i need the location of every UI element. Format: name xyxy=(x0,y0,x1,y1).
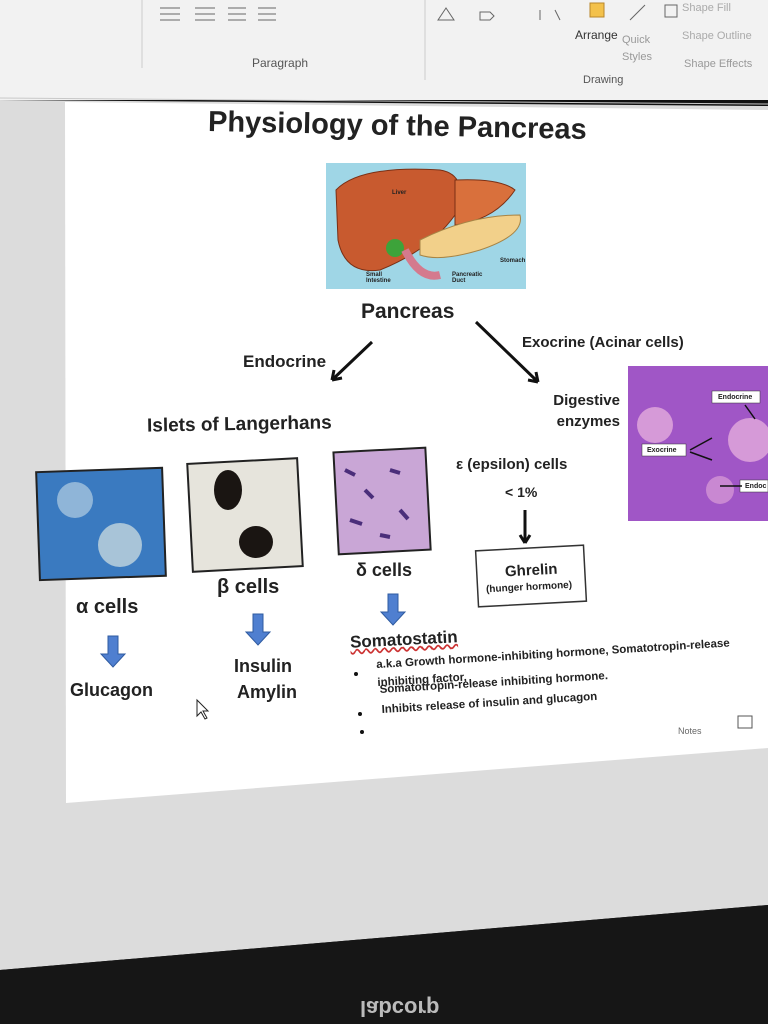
insulin-label: Insulin xyxy=(234,656,292,676)
notes-button[interactable]: Notes xyxy=(678,726,702,736)
delta-label: δ cells xyxy=(356,560,412,580)
image-label: Endocrine xyxy=(718,394,753,401)
image-label: Small Intestine xyxy=(366,272,391,284)
amylin-label: Amylin xyxy=(237,682,298,702)
group-label: Drawing xyxy=(583,74,624,86)
shape-outline-button[interactable]: Shape Outline xyxy=(682,30,752,42)
delta-image xyxy=(332,446,432,556)
arrows xyxy=(330,320,540,544)
exocrine-label: Exocrine (Acinar cells) xyxy=(522,334,684,351)
epsilon-percent: < 1% xyxy=(505,484,538,500)
shape-effects-button[interactable]: Shape Effects xyxy=(684,58,753,70)
image-label: Endoc xyxy=(745,483,767,490)
alpha-image xyxy=(35,466,167,582)
image-label: Pancreatic Duct xyxy=(452,272,483,284)
bullets xyxy=(354,672,364,734)
blue-arrows xyxy=(99,593,407,668)
arrange-button[interactable]: Arrange xyxy=(575,28,618,42)
islets-label: Islets of Langerhans xyxy=(146,412,332,437)
shape-fill-button[interactable]: Shape Fill xyxy=(682,2,731,14)
digestive-label: Digestive enzymes xyxy=(553,392,620,430)
histology-image xyxy=(628,366,768,521)
ribbon-icons xyxy=(160,2,678,21)
view-icon xyxy=(737,715,753,729)
monitor-brand: labcorp xyxy=(360,996,440,1021)
ribbon-border xyxy=(0,97,768,105)
beta-label: β cells xyxy=(217,576,280,598)
group-label: Paragraph xyxy=(252,56,309,70)
mouse-cursor xyxy=(196,698,210,720)
quick-styles-button[interactable]: Quick Styles xyxy=(622,34,652,63)
beta-image xyxy=(186,457,304,573)
ghrelin-box xyxy=(474,544,588,608)
epsilon-label: ε (epsilon) cells xyxy=(456,456,568,473)
ghrelin-label: Ghrelin xyxy=(504,560,558,581)
pancreas-label: Pancreas xyxy=(361,300,455,323)
liver-image xyxy=(326,163,526,289)
endocrine-label: Endocrine xyxy=(243,352,327,371)
glucagon-label: Glucagon xyxy=(70,680,154,700)
alpha-label: α cells xyxy=(76,596,139,618)
image-label: Stomach xyxy=(500,258,526,264)
bezel xyxy=(0,905,768,1024)
image-label: Liver xyxy=(392,190,407,196)
image-label: Exocrine xyxy=(647,447,677,454)
ribbon xyxy=(0,0,768,100)
